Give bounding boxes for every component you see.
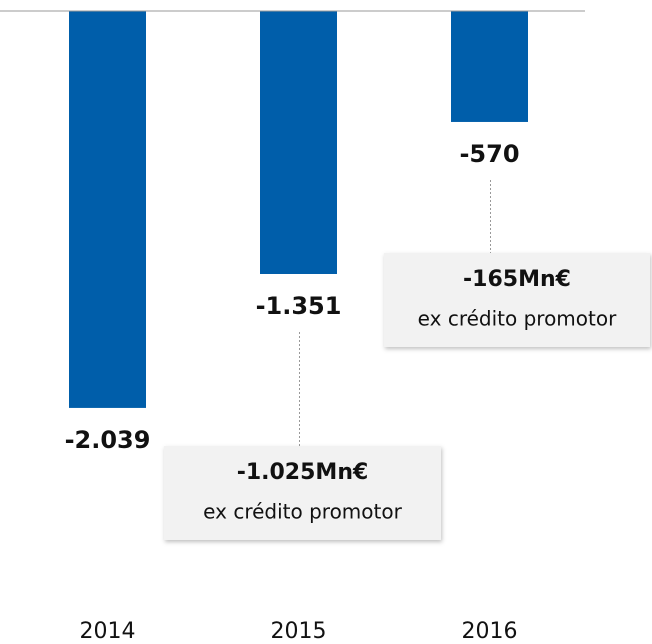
annotation-box: [164, 445, 441, 540]
annotation-box: [384, 252, 650, 347]
value-label: -1.351: [256, 292, 342, 320]
x-tick-label: 2015: [271, 619, 327, 644]
x-tick-label: 2014: [80, 619, 136, 644]
bar: [260, 11, 337, 274]
value-label: -2.039: [65, 426, 151, 454]
annotation-text: ex crédito promotor: [203, 499, 402, 523]
annotation-label: -165Mn€: [463, 267, 571, 292]
bar: [451, 11, 528, 122]
annotation-text: ex crédito promotor: [418, 306, 617, 330]
bar: [69, 11, 146, 408]
value-label: -570: [459, 140, 519, 168]
annotation-label: -1.025Mn€: [237, 460, 369, 485]
x-tick-label: 2016: [462, 619, 518, 644]
